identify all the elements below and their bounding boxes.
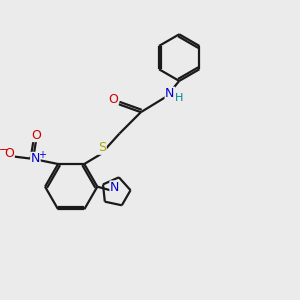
Text: N: N (165, 87, 175, 100)
Text: S: S (98, 141, 106, 154)
Text: H: H (175, 93, 183, 103)
Text: −: − (0, 146, 8, 155)
Text: O: O (32, 128, 41, 142)
Text: +: + (38, 151, 46, 160)
Text: N: N (110, 181, 119, 194)
Text: N: N (31, 152, 40, 165)
Text: O: O (4, 147, 14, 160)
Text: O: O (108, 94, 118, 106)
